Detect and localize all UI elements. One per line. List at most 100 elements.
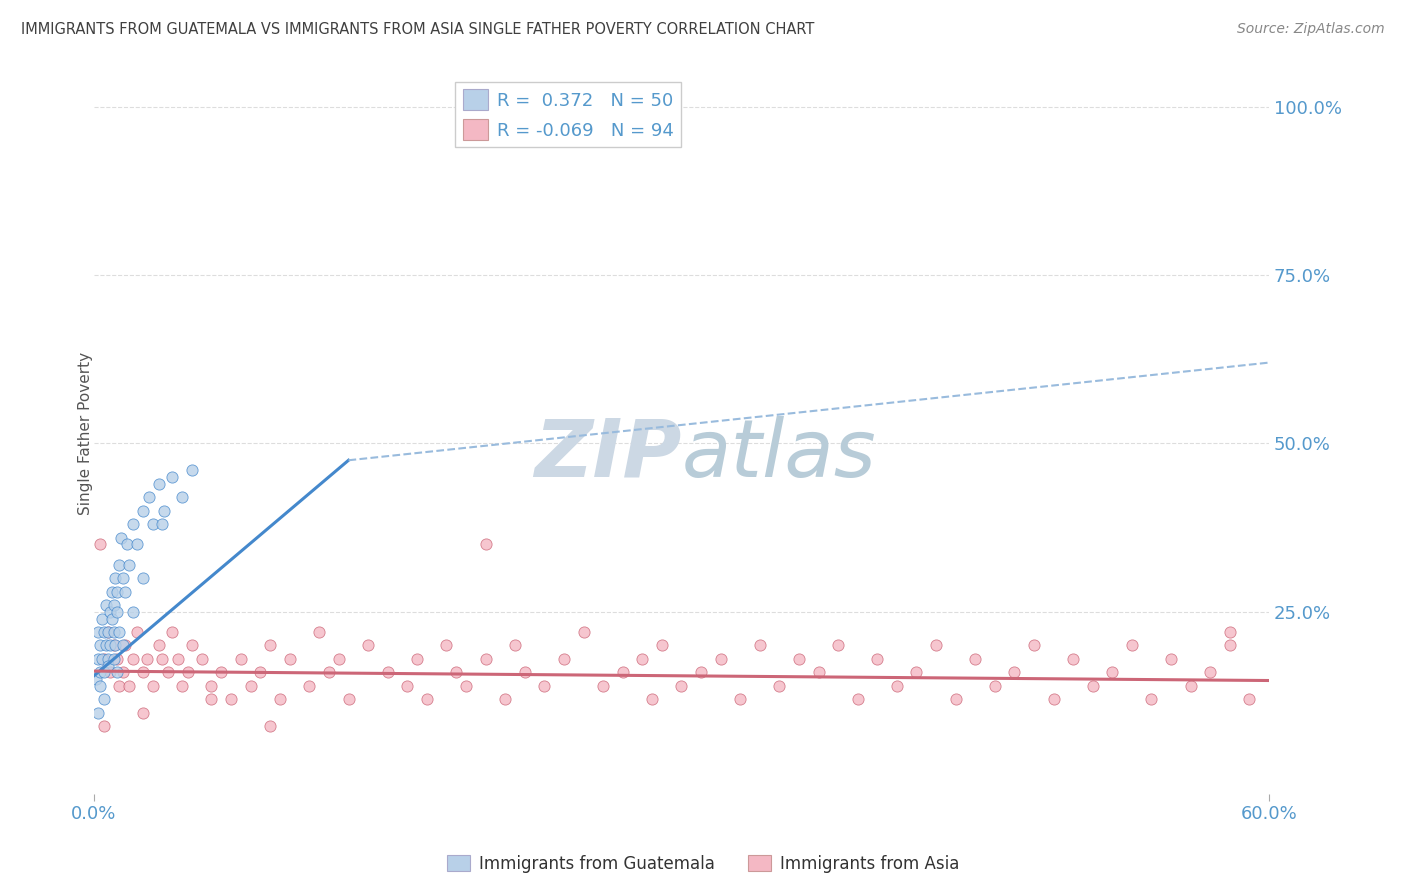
Point — [97, 658, 120, 673]
Point — [90, 652, 112, 666]
Point — [886, 679, 908, 693]
Point — [1042, 692, 1064, 706]
Point — [787, 652, 810, 666]
Point — [132, 665, 155, 680]
Point — [190, 652, 212, 666]
Point — [229, 652, 252, 666]
Point — [98, 665, 121, 680]
Point — [278, 652, 301, 666]
Point — [377, 665, 399, 680]
Point — [513, 665, 536, 680]
Point — [104, 639, 127, 653]
Point — [122, 605, 145, 619]
Point — [553, 652, 575, 666]
Point — [103, 598, 125, 612]
Point — [94, 598, 117, 612]
Point — [1022, 639, 1045, 653]
Point — [97, 625, 120, 640]
Point — [87, 706, 110, 720]
Point — [103, 625, 125, 640]
Point — [503, 639, 526, 653]
Point — [239, 679, 262, 693]
Point — [396, 679, 419, 693]
Text: Source: ZipAtlas.com: Source: ZipAtlas.com — [1237, 22, 1385, 37]
Point — [180, 463, 202, 477]
Point — [89, 639, 111, 653]
Point — [110, 531, 132, 545]
Point — [298, 679, 321, 693]
Point — [177, 665, 200, 680]
Point — [269, 692, 291, 706]
Point — [87, 625, 110, 640]
Point — [90, 611, 112, 625]
Point — [114, 639, 136, 653]
Point — [89, 679, 111, 693]
Point — [1219, 625, 1241, 640]
Point — [1239, 692, 1261, 706]
Text: atlas: atlas — [682, 416, 876, 494]
Point — [846, 692, 869, 706]
Point — [122, 517, 145, 532]
Point — [259, 639, 281, 653]
Point — [533, 679, 555, 693]
Point — [474, 537, 496, 551]
Point — [807, 665, 830, 680]
Point — [748, 639, 770, 653]
Point — [132, 706, 155, 720]
Point — [728, 692, 751, 706]
Point — [318, 665, 340, 680]
Point — [115, 537, 138, 551]
Point — [135, 652, 157, 666]
Legend: Immigrants from Guatemala, Immigrants from Asia: Immigrants from Guatemala, Immigrants fr… — [440, 848, 966, 880]
Point — [209, 665, 232, 680]
Point — [97, 625, 120, 640]
Point — [170, 491, 193, 505]
Point — [592, 679, 614, 693]
Text: ZIP: ZIP — [534, 416, 682, 494]
Point — [100, 611, 122, 625]
Point — [87, 652, 110, 666]
Point — [125, 625, 148, 640]
Point — [162, 625, 184, 640]
Point — [406, 652, 429, 666]
Point — [219, 692, 242, 706]
Point — [107, 652, 129, 666]
Point — [965, 652, 987, 666]
Point — [112, 571, 135, 585]
Point — [308, 625, 330, 640]
Point — [112, 639, 135, 653]
Point — [651, 639, 673, 653]
Point — [152, 517, 174, 532]
Point — [142, 517, 165, 532]
Point — [132, 504, 155, 518]
Point — [157, 665, 180, 680]
Point — [641, 692, 664, 706]
Point — [103, 652, 125, 666]
Point — [1002, 665, 1025, 680]
Point — [612, 665, 634, 680]
Point — [93, 665, 115, 680]
Point — [93, 625, 115, 640]
Point — [100, 584, 122, 599]
Point — [1062, 652, 1084, 666]
Point — [107, 665, 129, 680]
Point — [357, 639, 380, 653]
Point — [108, 558, 131, 572]
Point — [200, 679, 222, 693]
Point — [925, 639, 948, 653]
Point — [827, 639, 849, 653]
Point — [148, 476, 170, 491]
Point — [107, 605, 129, 619]
Legend: R =  0.372   N = 50, R = -0.069   N = 94: R = 0.372 N = 50, R = -0.069 N = 94 — [456, 82, 681, 147]
Point — [416, 692, 439, 706]
Point — [97, 652, 120, 666]
Point — [89, 537, 111, 551]
Point — [94, 639, 117, 653]
Point — [337, 692, 360, 706]
Point — [494, 692, 516, 706]
Point — [108, 625, 131, 640]
Point — [328, 652, 350, 666]
Point — [107, 584, 129, 599]
Point — [1081, 679, 1104, 693]
Point — [118, 558, 141, 572]
